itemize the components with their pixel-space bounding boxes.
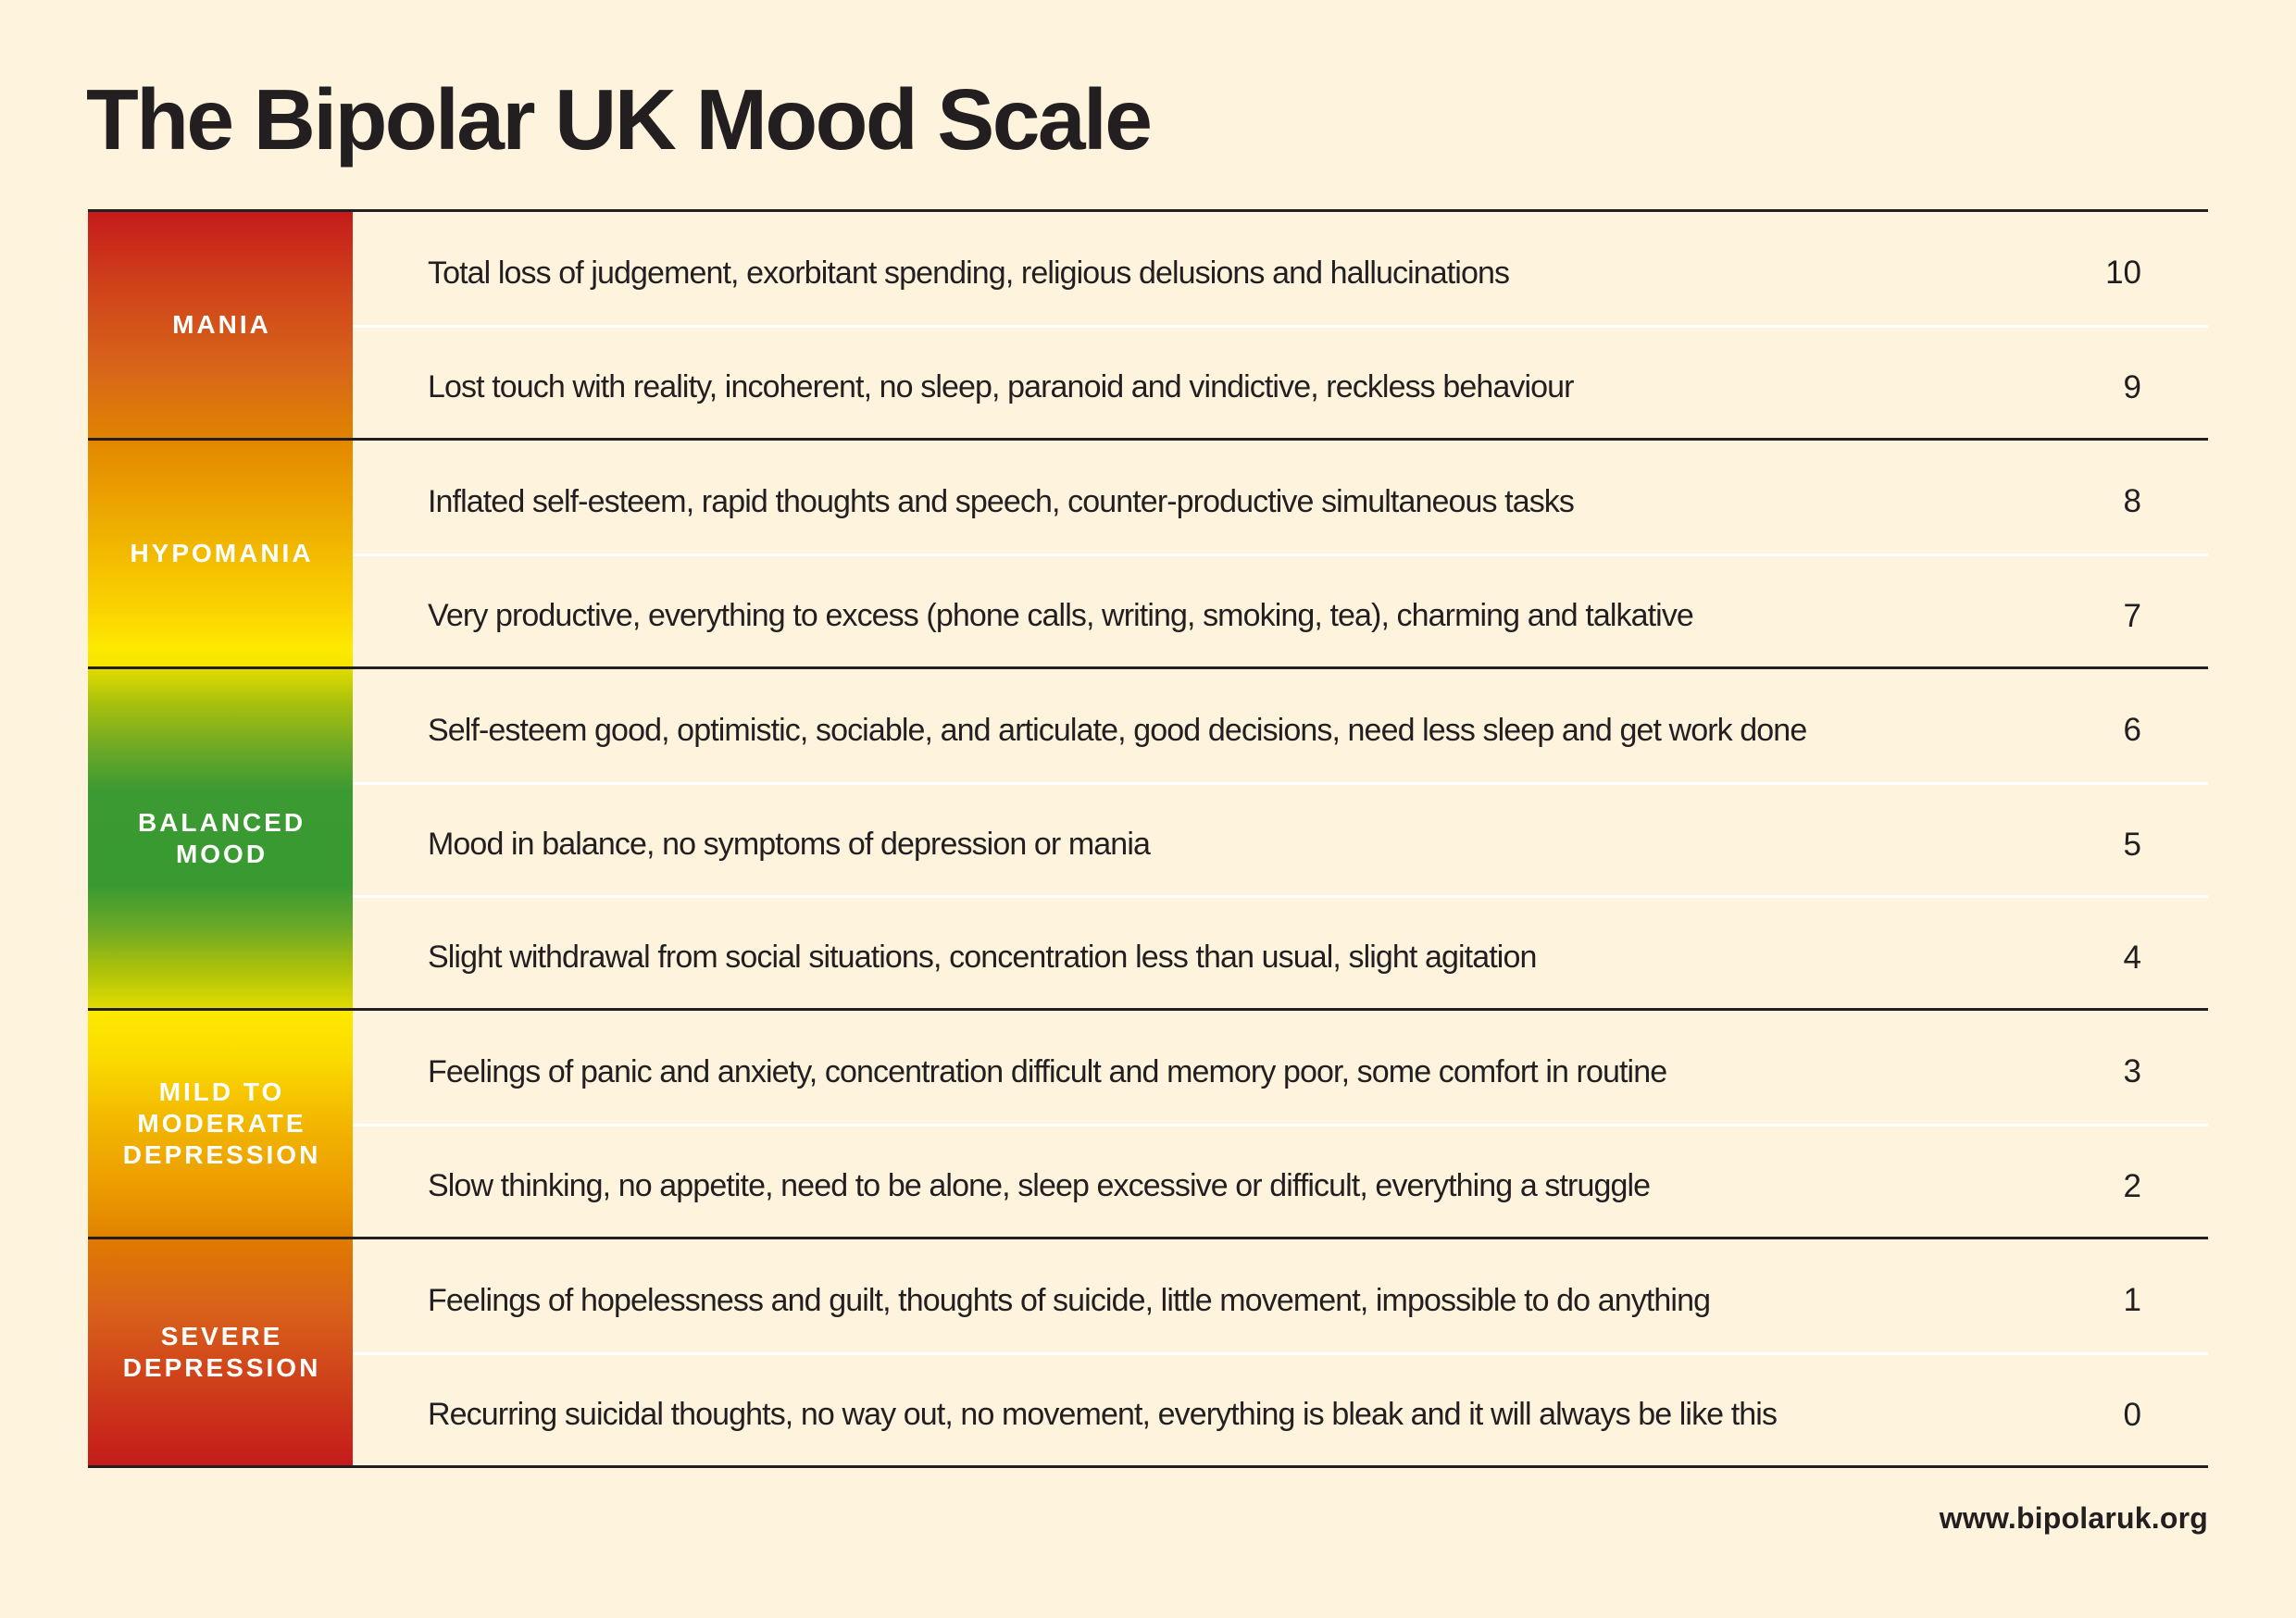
row-description: Feelings of hopelessness and guilt, thou… <box>428 1282 1711 1318</box>
section-mania: MANIA Total loss of judgement, exorbitan… <box>88 212 2208 441</box>
section-severe-depression: SEVERE DEPRESSION Feelings of hopelessne… <box>88 1239 2208 1468</box>
band-label-line: SEVERE <box>160 1322 283 1350</box>
row-score: 10 <box>2105 255 2141 291</box>
row-description: Very productive, everything to excess (p… <box>428 598 1694 633</box>
section-mild-to-moderate-depression: MILD TO MODERATE DEPRESSION Feelings of … <box>88 1011 2208 1239</box>
row-score: 2 <box>2123 1167 2141 1204</box>
row-description: Mood in balance, no symptoms of depressi… <box>428 827 1151 862</box>
row-score: 4 <box>2123 939 2141 976</box>
section-rows: Self-esteem good, optimistic, sociable, … <box>353 669 2208 1008</box>
table-row-score-0: Recurring suicidal thoughts, no way out,… <box>353 1352 2208 1465</box>
page-title: The Bipolar UK Mood Scale <box>86 71 1153 168</box>
band-label-line: DEPRESSION <box>122 1353 321 1382</box>
row-description: Recurring suicidal thoughts, no way out,… <box>428 1397 1778 1432</box>
band-label-hypomania: HYPOMANIA <box>88 441 353 666</box>
table-row-score-3: Feelings of panic and anxiety, concentra… <box>353 1011 2208 1124</box>
table-row-score-8: Inflated self-esteem, rapid thoughts and… <box>353 441 2208 554</box>
table-row-score-10: Total loss of judgement, exorbitant spen… <box>353 212 2208 325</box>
section-balanced-mood: BALANCED MOOD Self-esteem good, optimist… <box>88 669 2208 1011</box>
row-description: Inflated self-esteem, rapid thoughts and… <box>428 483 1575 519</box>
row-description: Slight withdrawal from social situations… <box>428 940 1537 975</box>
row-score: 0 <box>2123 1396 2141 1433</box>
band-label-text: HYPOMANIA <box>130 539 314 567</box>
band-label-mild-to-moderate-depression: MILD TO MODERATE DEPRESSION <box>88 1011 353 1237</box>
band-label-line: BALANCED <box>137 808 306 837</box>
table-row-score-7: Very productive, everything to excess (p… <box>353 554 2208 666</box>
section-rows: Feelings of panic and anxiety, concentra… <box>353 1011 2208 1237</box>
band-label-text: MANIA <box>172 310 271 339</box>
table-row-score-1: Feelings of hopelessness and guilt, thou… <box>353 1239 2208 1352</box>
row-description: Slow thinking, no appetite, need to be a… <box>428 1168 1651 1203</box>
row-score: 1 <box>2123 1282 2141 1318</box>
band-label-line: MILD TO <box>158 1077 285 1106</box>
mood-scale-table: MANIA Total loss of judgement, exorbitan… <box>88 209 2208 1468</box>
website-url: www.bipolaruk.org <box>1939 1501 2208 1535</box>
row-score: 6 <box>2123 712 2141 748</box>
band-label-line: MODERATE <box>137 1109 306 1138</box>
band-label-line: MOOD <box>175 840 268 868</box>
band-label-mania: MANIA <box>88 212 353 438</box>
table-row-score-6: Self-esteem good, optimistic, sociable, … <box>353 669 2208 782</box>
row-description: Feelings of panic and anxiety, concentra… <box>428 1053 1667 1089</box>
band-label-severe-depression: SEVERE DEPRESSION <box>88 1239 353 1465</box>
row-score: 7 <box>2123 597 2141 634</box>
row-score: 3 <box>2123 1053 2141 1089</box>
section-rows: Inflated self-esteem, rapid thoughts and… <box>353 441 2208 666</box>
row-description: Lost touch with reality, incoherent, no … <box>428 369 1574 404</box>
section-rows: Total loss of judgement, exorbitant spen… <box>353 212 2208 438</box>
row-description: Self-esteem good, optimistic, sociable, … <box>428 712 1807 748</box>
table-row-score-4: Slight withdrawal from social situations… <box>353 895 2208 1008</box>
band-label-text: MILD TO MODERATE DEPRESSION <box>123 1077 321 1171</box>
band-label-line: DEPRESSION <box>122 1140 321 1169</box>
row-score: 9 <box>2123 368 2141 405</box>
section-rows: Feelings of hopelessness and guilt, thou… <box>353 1239 2208 1465</box>
section-hypomania: HYPOMANIA Inflated self-esteem, rapid th… <box>88 441 2208 669</box>
table-row-score-2: Slow thinking, no appetite, need to be a… <box>353 1124 2208 1237</box>
band-label-text: BALANCED MOOD <box>138 807 306 870</box>
table-row-score-5: Mood in balance, no symptoms of depressi… <box>353 782 2208 895</box>
row-description: Total loss of judgement, exorbitant spen… <box>428 255 1510 291</box>
row-score: 5 <box>2123 826 2141 863</box>
table-row-score-9: Lost touch with reality, incoherent, no … <box>353 325 2208 438</box>
band-label-balanced-mood: BALANCED MOOD <box>88 669 353 1008</box>
row-score: 8 <box>2123 483 2141 519</box>
band-label-text: SEVERE DEPRESSION <box>123 1321 321 1384</box>
